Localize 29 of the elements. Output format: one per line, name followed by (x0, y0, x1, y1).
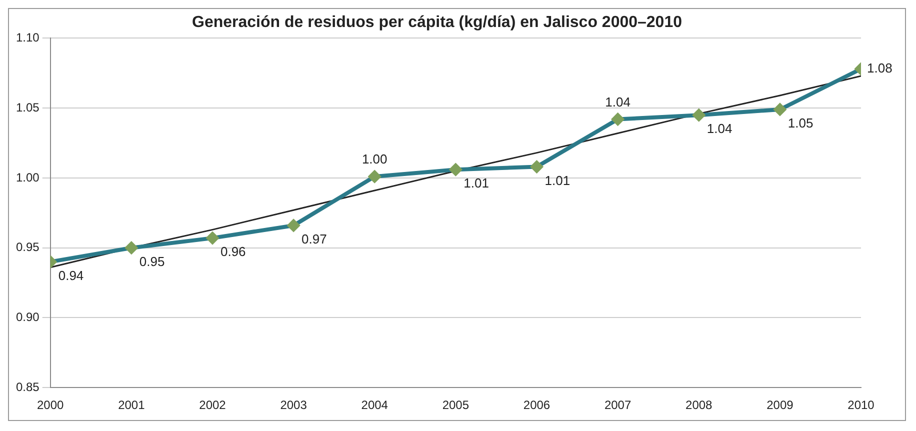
x-tick-label: 2006 (523, 398, 550, 412)
data-label: 1.01 (544, 172, 570, 188)
data-label: 1.05 (788, 116, 814, 131)
x-tick-label: 2003 (280, 398, 308, 412)
data-label: 0.95 (139, 254, 165, 269)
data-label: 1.01 (464, 176, 489, 191)
y-tick-label: 1.05 (16, 100, 40, 114)
chart-title: Generación de residuos per cápita (kg/día) en Jalisco 2000–2010 (192, 14, 682, 32)
x-tick-label: 2009 (766, 398, 794, 412)
x-tick-label: 2007 (604, 398, 632, 412)
x-tick-label: 2004 (361, 398, 388, 412)
y-tick-label: 1.00 (16, 170, 40, 184)
x-tick-label: 2005 (442, 398, 470, 412)
data-label: 0.94 (58, 268, 84, 283)
y-tick-label: 0.85 (16, 380, 40, 394)
x-tick-label: 2001 (118, 398, 146, 412)
x-tick-label: 2000 (37, 398, 64, 412)
data-label: 1.00 (362, 152, 388, 167)
y-tick-label: 1.10 (16, 30, 40, 45)
data-label: 1.04 (706, 121, 732, 136)
x-tick-label: 2010 (848, 398, 875, 412)
data-label: 0.96 (220, 244, 246, 260)
x-tick-label: 2002 (199, 398, 226, 412)
y-tick-label: 0.90 (16, 310, 40, 324)
y-tick-label: 0.95 (16, 240, 40, 254)
data-label: 1.08 (867, 60, 892, 76)
x-tick-label: 2008 (686, 398, 713, 412)
data-label: 0.97 (302, 232, 327, 247)
data-label: 1.04 (605, 94, 630, 110)
